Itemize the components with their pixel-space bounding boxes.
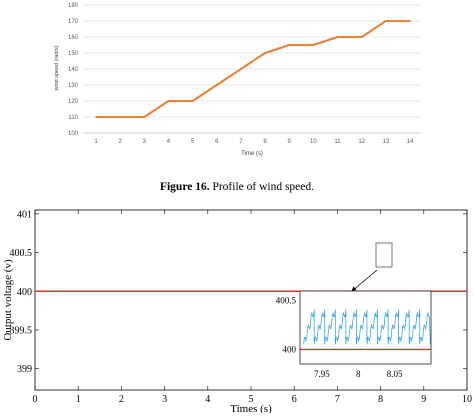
inset-tick-labels: 400 400.5 7.95 8 8.05 — [276, 296, 403, 379]
voltage-x-tick-label: 7 — [335, 394, 340, 405]
voltage-x-tick-label: 6 — [292, 394, 297, 405]
voltage-y-tick-label: 401 — [17, 209, 32, 220]
wind-speed-point — [264, 52, 266, 54]
voltage-x-tick-label: 5 — [249, 394, 254, 405]
zoom-region-marker — [375, 242, 393, 268]
wind-speed-y-tick-label: 140 — [68, 67, 79, 73]
voltage-x-tick-label: 8 — [378, 394, 383, 405]
wind-speed-point — [191, 100, 194, 102]
wind-speed-x-tick-labels: 1 2 3 4 5 6 7 8 9 10 11 12 13 14 — [94, 139, 414, 145]
wind-speed-x-tick-label: 9 — [288, 139, 292, 145]
voltage-y-tick-label: 400 — [17, 287, 32, 298]
wind-speed-x-tick-label: 6 — [215, 139, 219, 145]
voltage-axis-ticks — [34, 210, 468, 390]
wind-speed-x-tick-label: 14 — [407, 139, 414, 145]
voltage-y-tick-label: 400.5 — [10, 248, 33, 259]
wind-speed-x-tick-label: 7 — [239, 139, 243, 145]
wind-speed-point — [360, 36, 363, 38]
wind-speed-x-tick-label: 5 — [191, 139, 195, 145]
wind-speed-y-tick-label: 150 — [68, 51, 79, 57]
wind-speed-x-tick-label: 10 — [310, 139, 317, 145]
voltage-x-tick-label: 9 — [421, 394, 426, 405]
output-voltage-chart: 399 399.5 400 400.5 401 0 1 2 3 4 5 6 7 8 9 10 Output … — [2, 209, 473, 415]
wind-speed-x-tick-label: 4 — [167, 139, 171, 145]
wind-speed-y-tick-label: 180 — [68, 3, 79, 9]
voltage-y-tick-label: 399.5 — [10, 325, 33, 336]
wind-speed-y-tick-labels: 100 110 120 130 140 150 160 170 180 — [68, 3, 79, 137]
wind-speed-x-tick-label: 11 — [334, 139, 341, 145]
wind-speed-y-tick-label: 170 — [68, 19, 79, 25]
inset-x-tick-label: 7.95 — [314, 369, 330, 379]
voltage-y-tick-labels: 399 399.5 400 400.5 401 — [10, 209, 33, 375]
wind-speed-point — [336, 36, 339, 38]
voltage-y-axis-label: Output voltage (v) — [2, 259, 14, 341]
wind-speed-y-axis-label: wind speed (rad/s) — [54, 45, 60, 91]
voltage-x-tick-label: 3 — [162, 394, 167, 405]
wind-speed-x-tick-label: 1 — [94, 139, 98, 145]
figure-caption-text: Profile of wind speed. — [210, 181, 315, 193]
zoom-callout-arrowhead — [351, 286, 357, 292]
inset-x-tick-label: 8 — [356, 369, 361, 379]
wind-speed-x-tick-label: 2 — [118, 139, 122, 145]
voltage-x-tick-label: 0 — [33, 394, 38, 405]
voltage-x-tick-label: 2 — [119, 394, 124, 405]
wind-speed-x-axis-label: Time (s) — [241, 151, 263, 157]
wind-speed-x-tick-label: 3 — [143, 139, 147, 145]
voltage-x-tick-labels: 0 1 2 3 4 5 6 7 8 9 10 — [33, 394, 473, 405]
inset-y-tick-label: 400.5 — [276, 296, 297, 306]
voltage-x-tick-label: 4 — [205, 394, 210, 405]
figure-caption: Figure 16. Profile of wind speed. — [160, 181, 314, 193]
wind-speed-x-tick-label: 12 — [358, 139, 365, 145]
figure-caption-label: Figure 16. — [160, 181, 210, 193]
wind-speed-y-tick-label: 120 — [68, 99, 79, 105]
voltage-y-tick-label: 399 — [17, 364, 32, 375]
wind-speed-x-tick-label: 8 — [263, 139, 267, 145]
wind-speed-point — [143, 116, 146, 118]
voltage-x-tick-label: 1 — [76, 394, 81, 405]
voltage-x-axis-label: Times (s) — [230, 403, 272, 413]
wind-speed-y-tick-label: 160 — [68, 35, 79, 41]
wind-speed-point — [409, 20, 411, 22]
wind-speed-point — [288, 44, 291, 46]
wind-speed-point — [384, 20, 387, 22]
wind-speed-y-tick-label: 100 — [68, 131, 79, 137]
wind-speed-gridlines — [84, 4, 420, 118]
inset-x-tick-label: 8.05 — [387, 369, 403, 379]
wind-speed-points — [95, 20, 411, 118]
voltage-x-tick-label: 10 — [462, 394, 472, 405]
inset-frame — [299, 290, 432, 365]
voltage-zoom-inset: 400 400.5 7.95 8 8.05 — [276, 290, 432, 379]
wind-speed-point — [167, 100, 170, 102]
wind-speed-y-tick-label: 110 — [68, 115, 78, 121]
wind-speed-y-tick-label: 130 — [68, 83, 79, 89]
inset-y-tick-label: 400 — [283, 344, 297, 354]
inset-ripple-series — [303, 309, 431, 345]
wind-speed-point — [312, 44, 315, 46]
wind-speed-point — [95, 116, 97, 118]
wind-speed-x-tick-label: 13 — [383, 139, 390, 145]
